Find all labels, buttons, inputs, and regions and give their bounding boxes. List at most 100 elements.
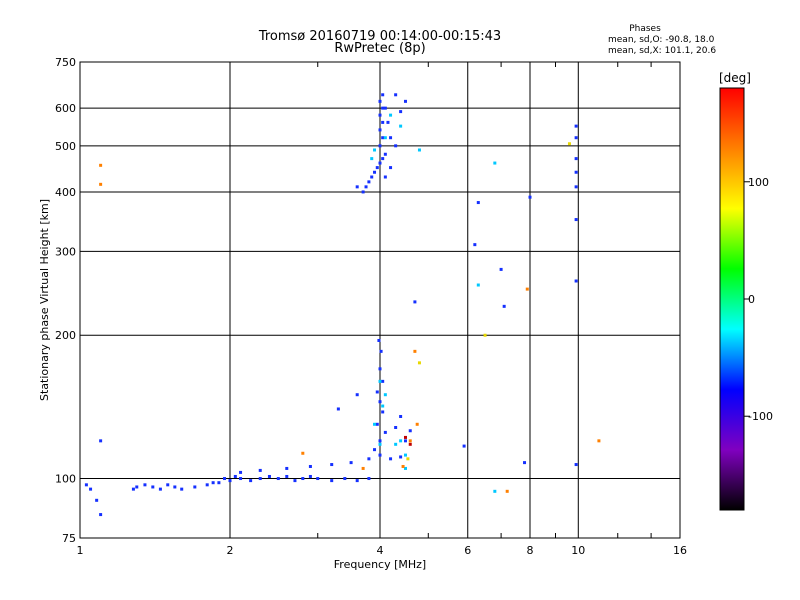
- data-point: [378, 99, 382, 103]
- data-point: [408, 442, 412, 446]
- axis-ticks: 1 2 4 6 8 10 16 75 100 200 300 400 500 600 750: [55, 56, 687, 557]
- data-point: [95, 498, 99, 502]
- data-point: [99, 182, 103, 186]
- phase-info-x: mean, sd,X: 101.1, 20.6: [608, 46, 716, 56]
- data-point: [361, 190, 365, 194]
- data-point: [373, 448, 377, 452]
- y-tick-label: 500: [55, 140, 76, 153]
- x-tick-label: 4: [377, 544, 384, 557]
- data-point: [355, 185, 359, 189]
- data-point: [574, 136, 578, 140]
- data-point: [293, 479, 297, 483]
- data-point: [389, 166, 393, 170]
- data-point: [378, 367, 382, 371]
- data-point: [462, 444, 466, 448]
- data-point: [381, 93, 385, 97]
- data-point: [373, 422, 377, 426]
- data-point: [381, 120, 385, 124]
- data-point: [383, 393, 387, 397]
- data-point: [158, 487, 162, 491]
- data-point: [383, 430, 387, 434]
- data-point: [211, 481, 215, 485]
- data-point: [355, 479, 359, 483]
- data-point: [343, 477, 347, 481]
- data-point: [84, 483, 88, 487]
- x-tick-label: 2: [227, 544, 234, 557]
- data-point: [408, 429, 412, 433]
- x-tick-label: 16: [673, 544, 687, 557]
- data-point: [378, 439, 382, 443]
- data-point: [375, 390, 379, 394]
- data-point: [367, 180, 371, 184]
- data-point: [394, 425, 398, 429]
- data-point: [528, 195, 532, 199]
- x-tick-label: 6: [464, 544, 471, 557]
- data-point: [403, 439, 407, 443]
- data-point: [476, 201, 480, 205]
- data-point: [403, 466, 407, 470]
- chart-subtitle: RwPretec (8p): [334, 41, 425, 56]
- data-point: [389, 457, 393, 461]
- data-point: [249, 479, 253, 483]
- data-point: [99, 439, 103, 443]
- data-point: [403, 453, 407, 457]
- data-point: [316, 477, 320, 481]
- data-point: [151, 485, 155, 489]
- data-point: [228, 479, 232, 483]
- data-point: [378, 379, 382, 383]
- data-point: [381, 379, 385, 383]
- data-point: [378, 453, 382, 457]
- data-point: [378, 442, 382, 446]
- data-point: [473, 243, 477, 247]
- x-tick-label: 1: [77, 544, 84, 557]
- data-point: [378, 113, 382, 117]
- data-point: [493, 161, 497, 165]
- data-point: [375, 166, 379, 170]
- data-point: [413, 300, 417, 304]
- data-point: [378, 161, 382, 165]
- data-point: [381, 404, 385, 408]
- data-point: [523, 461, 527, 465]
- data-point: [383, 152, 387, 156]
- phase-info-heading: Phases: [629, 24, 661, 34]
- data-point: [389, 136, 393, 140]
- data-point: [383, 175, 387, 179]
- data-point: [180, 487, 184, 491]
- data-point: [355, 393, 359, 397]
- data-point: [493, 489, 497, 493]
- data-point: [381, 410, 385, 414]
- data-point: [276, 477, 280, 481]
- data-point: [375, 422, 379, 426]
- data-point: [574, 170, 578, 174]
- data-point: [378, 400, 382, 404]
- x-tick-label: 10: [571, 544, 585, 557]
- data-point: [394, 93, 398, 97]
- data-point: [383, 136, 387, 140]
- data-point: [417, 361, 421, 365]
- data-point: [574, 279, 578, 283]
- data-point: [381, 106, 385, 110]
- data-point: [364, 185, 368, 189]
- data-point: [349, 461, 353, 465]
- x-axis-label: Frequency [MHz]: [334, 558, 426, 571]
- data-point: [389, 113, 393, 117]
- data-point: [223, 477, 227, 481]
- data-point: [403, 99, 407, 103]
- data-point: [89, 487, 93, 491]
- data-point: [399, 124, 403, 128]
- data-point: [567, 142, 571, 146]
- data-point: [399, 439, 403, 443]
- data-point: [131, 487, 135, 491]
- data-point: [502, 304, 506, 308]
- y-tick-label: 600: [55, 102, 76, 115]
- data-point: [415, 422, 419, 426]
- colorbar-tick-label: 100: [748, 176, 769, 189]
- grid: [80, 62, 680, 538]
- data-point: [330, 479, 334, 483]
- data-point: [379, 349, 383, 353]
- data-point: [597, 439, 601, 443]
- data-point: [483, 333, 487, 337]
- data-point: [99, 513, 103, 517]
- data-point: [525, 287, 529, 291]
